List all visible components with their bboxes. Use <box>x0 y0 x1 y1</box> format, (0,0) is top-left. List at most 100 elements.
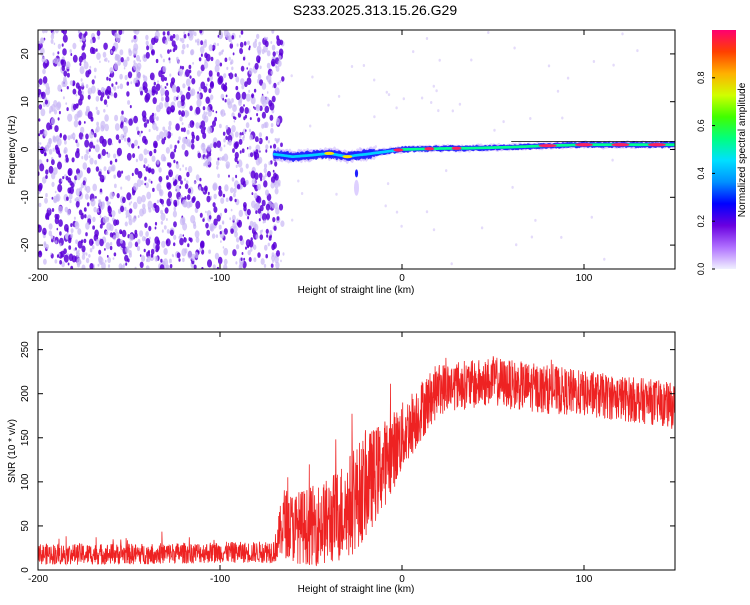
noise-dot <box>92 216 96 223</box>
noise-dot <box>143 248 146 253</box>
noise-dot <box>61 261 65 268</box>
noise-dot <box>265 149 268 153</box>
noise-dot <box>115 53 117 57</box>
noise-dot <box>272 217 276 223</box>
noise-dot <box>267 170 271 178</box>
noise-dot <box>151 155 156 162</box>
noise-dot <box>137 215 140 218</box>
noise-dot <box>245 163 249 169</box>
noise-dot <box>109 241 113 246</box>
noise-dot <box>185 91 191 100</box>
noise-dot <box>248 128 252 133</box>
noise-dot <box>68 245 72 250</box>
noise-dot <box>166 31 170 36</box>
noise-dot <box>108 77 111 82</box>
noise-dot <box>244 114 248 119</box>
noise-dot <box>270 123 274 128</box>
noise-dot <box>57 117 60 121</box>
noise-dot <box>60 179 63 183</box>
noise-dot <box>241 252 244 255</box>
noise-dot <box>85 252 88 256</box>
noise-dot <box>172 180 177 187</box>
noise-dot <box>154 226 157 230</box>
noise-dot <box>85 133 89 140</box>
noise-dot <box>250 247 253 252</box>
noise-dot <box>163 258 169 267</box>
noise-dot <box>111 83 114 87</box>
noise-dot <box>62 96 65 100</box>
noise-dot <box>373 78 376 82</box>
noise-dot <box>73 180 77 185</box>
noise-dot <box>101 206 104 210</box>
noise-dot <box>56 227 59 231</box>
noise-dot <box>228 72 234 80</box>
noise-dot <box>239 106 244 114</box>
noise-dot <box>268 100 273 107</box>
noise-dot <box>91 245 95 250</box>
noise-dot <box>263 122 267 129</box>
noise-dot <box>263 180 268 188</box>
noise-dot <box>47 217 50 220</box>
noise-dot <box>43 258 47 265</box>
noise-dot <box>58 219 63 227</box>
noise-dot <box>63 254 69 263</box>
noise-dot <box>85 222 90 230</box>
noise-dot <box>123 116 127 121</box>
noise-dot <box>264 40 269 47</box>
noise-dot <box>203 162 206 167</box>
noise-dot <box>94 159 98 165</box>
noise-dot <box>437 109 440 113</box>
noise-dot <box>115 219 120 226</box>
noise-dot <box>96 208 100 213</box>
noise-dot <box>164 39 168 45</box>
noise-dot <box>187 250 193 259</box>
noise-dot <box>335 192 338 196</box>
noise-dot <box>192 61 195 65</box>
noise-dot <box>265 203 271 211</box>
noise-dot <box>52 147 55 152</box>
noise-dot <box>222 221 225 225</box>
noise-dot <box>230 41 233 45</box>
noise-dot <box>273 143 277 149</box>
noise-dot <box>59 132 62 137</box>
noise-dot <box>231 66 234 71</box>
noise-dot <box>204 185 208 192</box>
noise-dot <box>373 115 376 119</box>
noise-dot <box>57 84 62 92</box>
noise-dot <box>143 75 148 83</box>
noise-dot <box>273 225 277 231</box>
noise-dot <box>137 145 140 149</box>
noise-dot <box>83 58 86 64</box>
noise-dot <box>177 100 182 109</box>
noise-dot <box>94 128 98 134</box>
noise-dot <box>210 226 213 231</box>
noise-dot <box>432 84 435 88</box>
noise-dot <box>120 230 123 235</box>
noise-dot <box>173 95 177 102</box>
noise-dot <box>106 104 109 108</box>
noise-dot <box>128 118 133 126</box>
noise-dot <box>71 132 76 139</box>
noise-dot <box>173 221 177 228</box>
noise-dot <box>111 45 116 52</box>
noise-dot <box>253 192 258 199</box>
noise-dot <box>177 175 182 182</box>
spectrogram-y-label: Frequency (Hz) <box>7 116 18 185</box>
noise-dot <box>126 174 131 182</box>
noise-dot <box>212 109 214 113</box>
noise-dot <box>104 123 109 132</box>
noise-dot <box>246 244 250 249</box>
noise-dot <box>76 173 81 181</box>
noise-dot <box>268 161 271 166</box>
noise-dot <box>207 126 213 134</box>
noise-dot <box>114 228 118 234</box>
noise-dot <box>199 177 202 182</box>
noise-dot <box>179 90 183 96</box>
noise-dot <box>270 70 274 75</box>
spectrogram-x-label: Height of straight line (km) <box>298 285 415 296</box>
noise-dot <box>99 215 102 219</box>
snr-y-tick-label: 100 <box>20 473 31 490</box>
snr-x-tick-label: 100 <box>576 574 593 585</box>
noise-dot <box>251 94 254 99</box>
noise-dot <box>127 71 133 79</box>
